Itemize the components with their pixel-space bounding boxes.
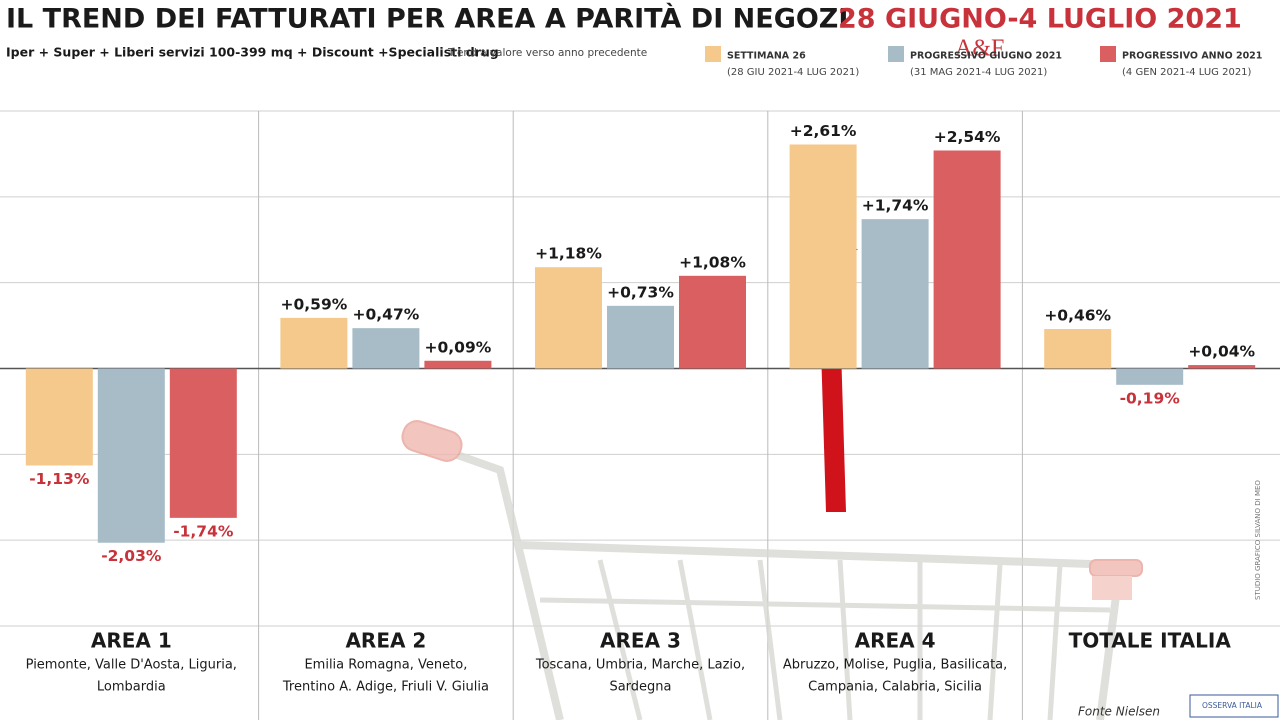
category-description: Campania, Calabria, Sicilia xyxy=(808,680,982,695)
value-label: +0,73% xyxy=(607,283,674,301)
legend-period: (4 GEN 2021-4 LUG 2021) xyxy=(1122,67,1252,78)
category-description: Lombardia xyxy=(97,680,166,695)
chart-title: IL TREND DEI FATTURATI PER AREA A PARITÀ… xyxy=(6,3,848,35)
value-label: +1,74% xyxy=(862,197,929,215)
bar xyxy=(535,267,602,369)
category-description: Piemonte, Valle D'Aosta, Liguria, xyxy=(26,658,237,673)
value-label: +0,09% xyxy=(425,338,492,356)
bar xyxy=(789,144,857,369)
category-description: Emilia Romagna, Veneto, xyxy=(304,658,467,673)
cart-illustration xyxy=(401,420,1143,720)
source: Fonte Nielsen xyxy=(1078,705,1160,719)
legend-swatch xyxy=(705,46,721,62)
bar xyxy=(280,317,348,369)
value-label: +0,04% xyxy=(1188,343,1255,361)
bar xyxy=(169,368,237,518)
category-label: AREA 1 xyxy=(91,629,172,653)
value-label: +1,18% xyxy=(535,245,602,263)
legend-swatch xyxy=(888,46,904,62)
logo-box xyxy=(1189,694,1279,718)
legend-label: SETTIMANA 26 xyxy=(727,51,806,62)
value-label: -1,74% xyxy=(173,522,234,540)
value-label: +2,54% xyxy=(934,128,1001,146)
category-description: Sardegna xyxy=(609,680,671,695)
subtitle: Iper + Super + Liberi servizi 100-399 mq… xyxy=(6,45,499,60)
bar xyxy=(607,305,674,369)
bar xyxy=(1116,368,1184,385)
value-label: -2,03% xyxy=(101,547,162,565)
bar xyxy=(933,150,1001,369)
legend-period: (31 MAG 2021-4 LUG 2021) xyxy=(910,67,1047,78)
bar xyxy=(352,328,420,369)
legend-period: (28 GIU 2021-4 LUG 2021) xyxy=(727,67,859,78)
value-label: +0,59% xyxy=(281,295,348,313)
chart-title-period: 28 GIUGNO-4 LUGLIO 2021 xyxy=(838,4,1242,35)
bar xyxy=(1044,329,1112,369)
value-label: -1,13% xyxy=(29,470,90,488)
bar xyxy=(861,219,929,369)
category-description: Trentino A. Adige, Friuli V. Giulia xyxy=(282,680,489,695)
category-description: Abruzzo, Molise, Puglia, Basilicata, xyxy=(783,658,1007,673)
value-label: +0,47% xyxy=(353,306,420,324)
bar xyxy=(97,368,165,543)
category-label: AREA 2 xyxy=(345,629,426,653)
category-description: Toscana, Umbria, Marche, Lazio, xyxy=(535,658,745,673)
legend-swatch xyxy=(1100,46,1116,62)
category-label: TOTALE ITALIA xyxy=(1069,629,1232,653)
category-label: AREA 3 xyxy=(600,629,681,653)
value-label: +0,46% xyxy=(1044,307,1111,325)
logo: OSSERVA ITALIA xyxy=(1202,701,1263,710)
legend-label: PROGRESSIVO GIUGNO 2021 xyxy=(910,51,1062,62)
value-label: -0,19% xyxy=(1120,389,1181,407)
subtitle-note: Trend a valore verso anno precedente xyxy=(447,47,647,59)
value-label: +1,08% xyxy=(679,253,746,271)
bar xyxy=(424,360,492,369)
bar xyxy=(1188,365,1256,369)
legend-label: PROGRESSIVO ANNO 2021 xyxy=(1122,51,1262,62)
category-label: AREA 4 xyxy=(855,629,936,653)
value-label: +2,61% xyxy=(790,122,857,140)
credit: STUDIO GRAFICO SILVANO DI MEO xyxy=(1254,480,1262,600)
bar xyxy=(25,368,93,466)
brand: A&F xyxy=(955,36,1004,62)
bar xyxy=(679,275,746,369)
